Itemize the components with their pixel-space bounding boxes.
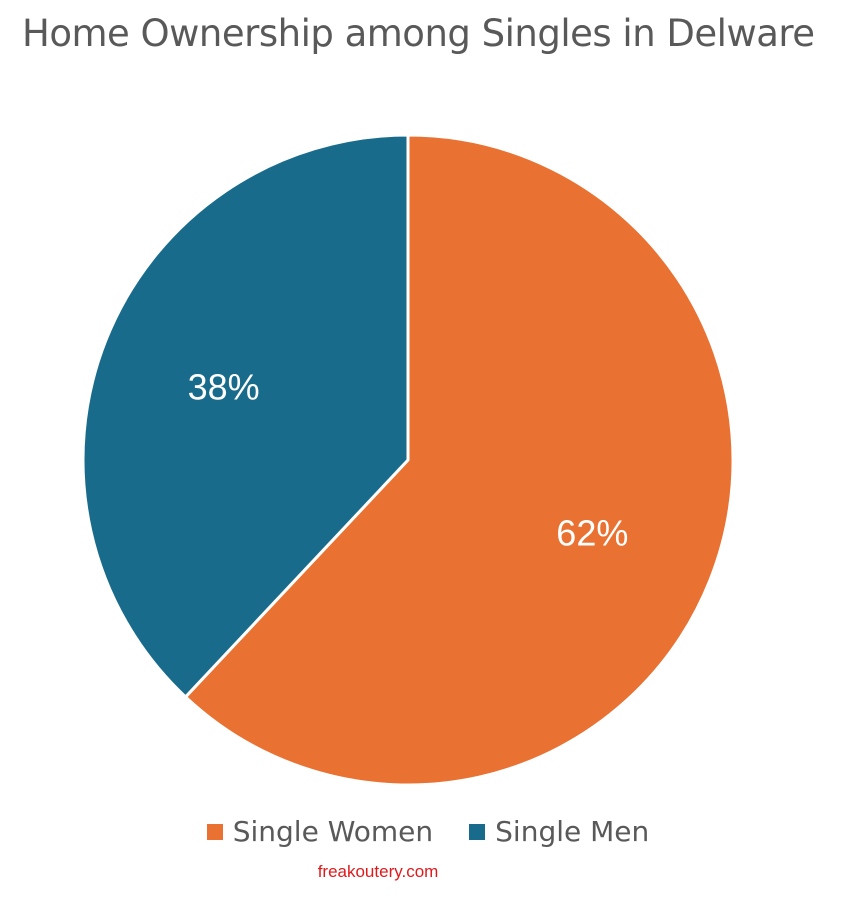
pie-chart: 62% 38% [81,133,735,787]
chart-legend: Single Women Single Men [0,815,846,848]
pie-slice-single-men [81,133,410,699]
legend-swatch-single-men [469,823,486,840]
watermark-text: freakoutery.com [317,862,439,881]
legend-item-single-men: Single Men [469,815,649,848]
legend-label-single-women: Single Women [232,815,434,848]
data-label-single-men: 38% [188,367,260,408]
legend-item-single-women: Single Women [206,815,434,848]
pie-slice-single-women [184,133,735,787]
legend-swatch-single-women [206,823,223,840]
chart-title: Home Ownership among Singles in Delware [22,12,815,55]
data-label-single-women: 62% [556,512,628,553]
legend-label-single-men: Single Men [495,815,650,848]
